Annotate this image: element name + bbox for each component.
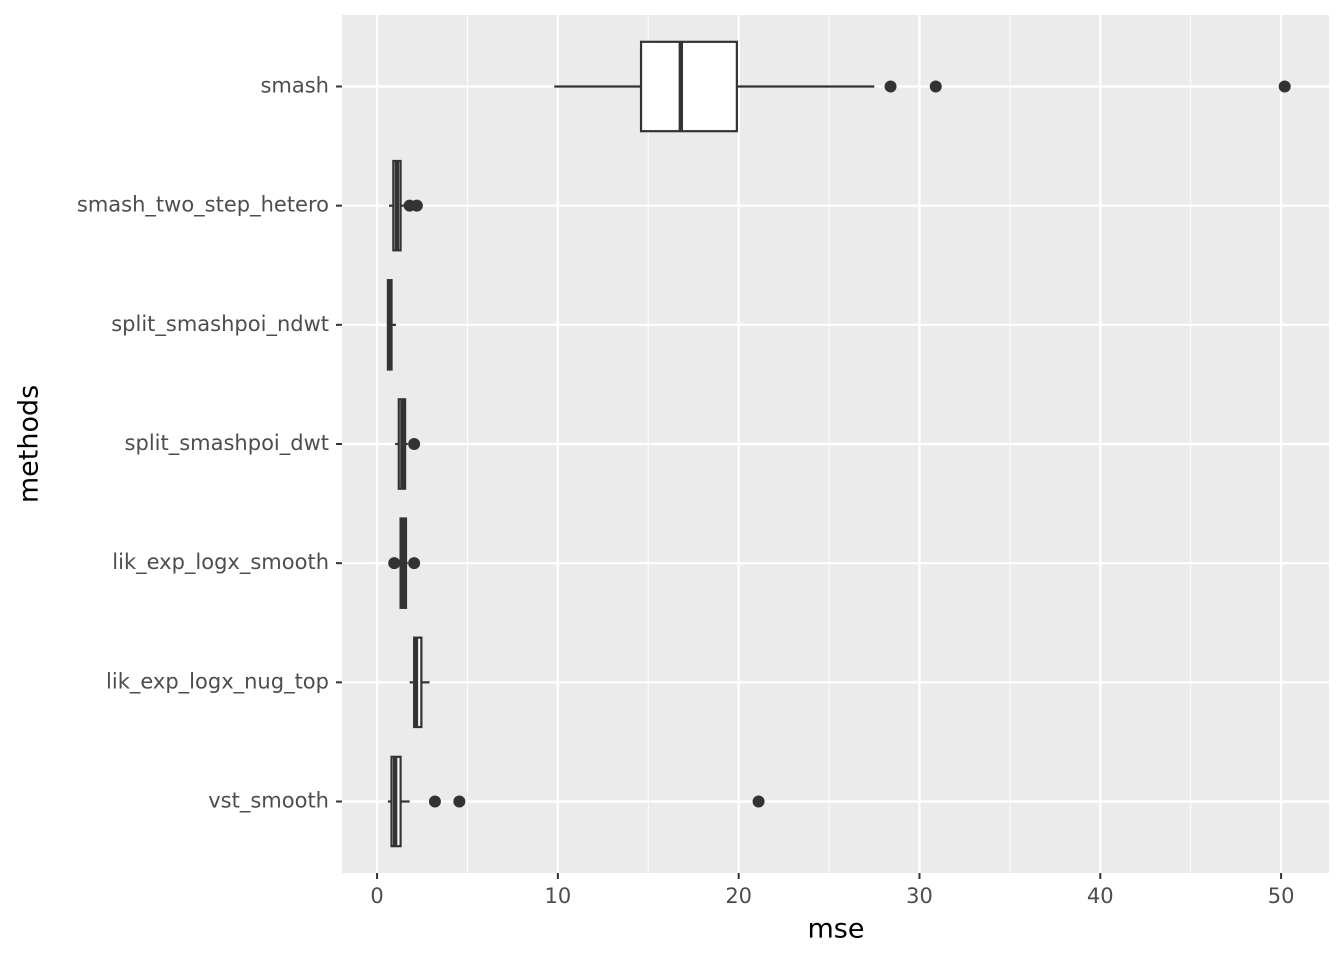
outlier [1278,80,1291,93]
x-tick-label: 20 [725,884,752,908]
y-tick-label: split_smashpoi_ndwt [111,312,329,337]
outlier [408,557,421,570]
outlier [884,80,897,93]
outlier [929,80,942,93]
x-tick-label: 10 [545,884,572,908]
outlier [410,199,423,212]
y-tick-label: vst_smooth [208,789,329,814]
x-tick-label: 0 [370,884,383,908]
outlier [388,557,401,570]
box [639,40,738,133]
x-tick-label: 40 [1087,884,1114,908]
y-axis-title: methods [14,385,45,503]
y-tick-label: smash [260,74,329,98]
y-tick-label: smash_two_step_hetero [77,193,329,218]
y-tick-label: lik_exp_logx_nug_top [106,669,329,694]
y-tick-label: lik_exp_logx_smooth [112,550,329,575]
x-tick-label: 50 [1268,884,1295,908]
x-axis-title: mse [808,914,865,945]
outlier [428,795,441,808]
outlier [752,795,765,808]
outlier [453,795,466,808]
outlier [408,438,421,450]
x-tick-label: 30 [906,884,933,908]
y-tick-label: split_smashpoi_dwt [125,431,329,456]
